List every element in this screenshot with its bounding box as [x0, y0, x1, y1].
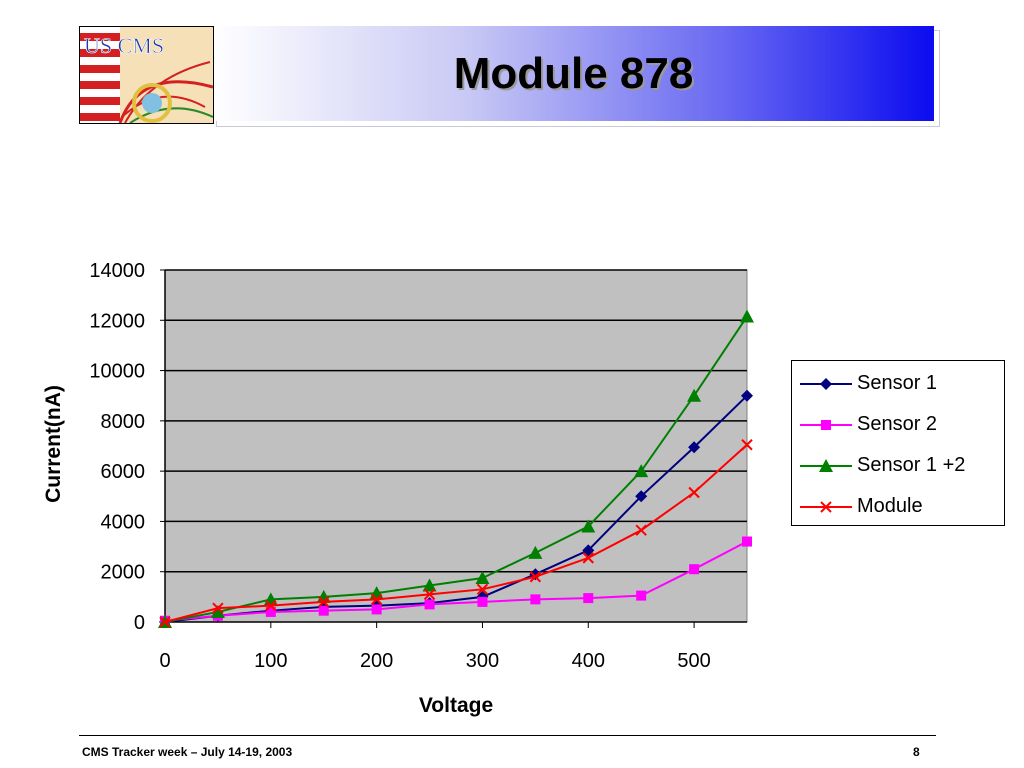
- data-point: [318, 605, 329, 616]
- data-point: [689, 564, 700, 575]
- data-point: [742, 536, 752, 547]
- data-point: [687, 388, 702, 402]
- legend-label: Sensor 2: [857, 413, 938, 435]
- data-point: [424, 599, 435, 610]
- data-point: [477, 596, 488, 607]
- data-point: [422, 578, 437, 592]
- series-3: [159, 439, 753, 628]
- y-tick-label: 14000: [89, 260, 145, 282]
- y-tick-label: 0: [134, 612, 145, 634]
- data-point: [529, 571, 542, 583]
- data-point: [265, 606, 276, 617]
- legend-label: Sensor 1 +2: [857, 454, 966, 476]
- data-point: [476, 583, 489, 596]
- data-point: [582, 544, 595, 557]
- legend-item: Module: [798, 494, 998, 518]
- slide-title: Module 878: [453, 49, 694, 98]
- series-line: [164, 315, 748, 623]
- data-point: [371, 604, 382, 615]
- legend-item: Sensor 1 +2: [798, 453, 998, 477]
- legend-label: Sensor 1: [857, 372, 938, 394]
- data-point: [635, 490, 648, 503]
- uscms-logo: US CMS: [79, 26, 214, 124]
- y-tick-label: 10000: [89, 361, 145, 383]
- data-point: [820, 378, 832, 390]
- data-point: [634, 464, 649, 478]
- data-point: [741, 439, 753, 451]
- legend-swatch: [800, 420, 852, 430]
- plot-area: [164, 269, 748, 623]
- data-point: [635, 524, 647, 536]
- page-number: 8: [913, 745, 920, 759]
- data-point: [265, 599, 277, 612]
- x-tick-label: 500: [677, 650, 710, 672]
- legend-swatch: [800, 459, 852, 472]
- data-point: [581, 519, 596, 533]
- data-point: [370, 593, 383, 606]
- data-point: [318, 596, 330, 608]
- data-point: [475, 571, 490, 584]
- legend-swatch: [800, 378, 852, 390]
- x-tick-label: 300: [466, 650, 499, 672]
- data-point: [528, 545, 543, 559]
- data-point: [423, 588, 436, 601]
- data-point: [159, 616, 171, 628]
- data-point: [530, 594, 541, 605]
- data-point: [582, 552, 594, 564]
- legend-swatch: [800, 501, 852, 513]
- legend-label: Module: [857, 495, 923, 517]
- x-tick-label: 0: [159, 650, 170, 672]
- y-axis-label: Current(nA): [42, 385, 65, 503]
- data-point: [688, 486, 700, 499]
- legend-item: Sensor 1: [798, 371, 998, 395]
- x-tick-label: 400: [572, 650, 605, 672]
- chart-legend: Sensor 1 Sensor 2 Sensor 1 +2 Module: [791, 360, 1005, 526]
- data-point: [819, 459, 833, 472]
- data-point: [688, 441, 701, 454]
- data-point: [820, 501, 832, 513]
- y-tick-label: 12000: [89, 310, 145, 332]
- x-tick-label: 200: [360, 650, 393, 672]
- x-tick-label: 100: [254, 650, 287, 672]
- data-point: [583, 593, 594, 604]
- series-line: [164, 394, 748, 623]
- footer-divider: [79, 735, 936, 736]
- data-point: [741, 389, 753, 402]
- legend-item: Sensor 2: [798, 412, 998, 436]
- title-banner: [213, 26, 934, 121]
- y-tick-label: 8000: [101, 411, 146, 433]
- data-point: [636, 590, 647, 601]
- data-point: [740, 309, 754, 323]
- series-line: [164, 540, 748, 622]
- logo-text: US CMS: [84, 33, 164, 58]
- y-tick-label: 6000: [101, 461, 146, 483]
- footer-event: CMS Tracker week – July 14-19, 2003: [82, 745, 293, 759]
- x-axis-label: Voltage: [419, 694, 493, 717]
- data-point: [212, 602, 224, 614]
- series-line: [164, 444, 748, 623]
- y-tick-label: 2000: [101, 562, 146, 584]
- y-tick-label: 4000: [101, 511, 146, 533]
- data-point: [210, 604, 225, 618]
- data-point: [821, 420, 831, 430]
